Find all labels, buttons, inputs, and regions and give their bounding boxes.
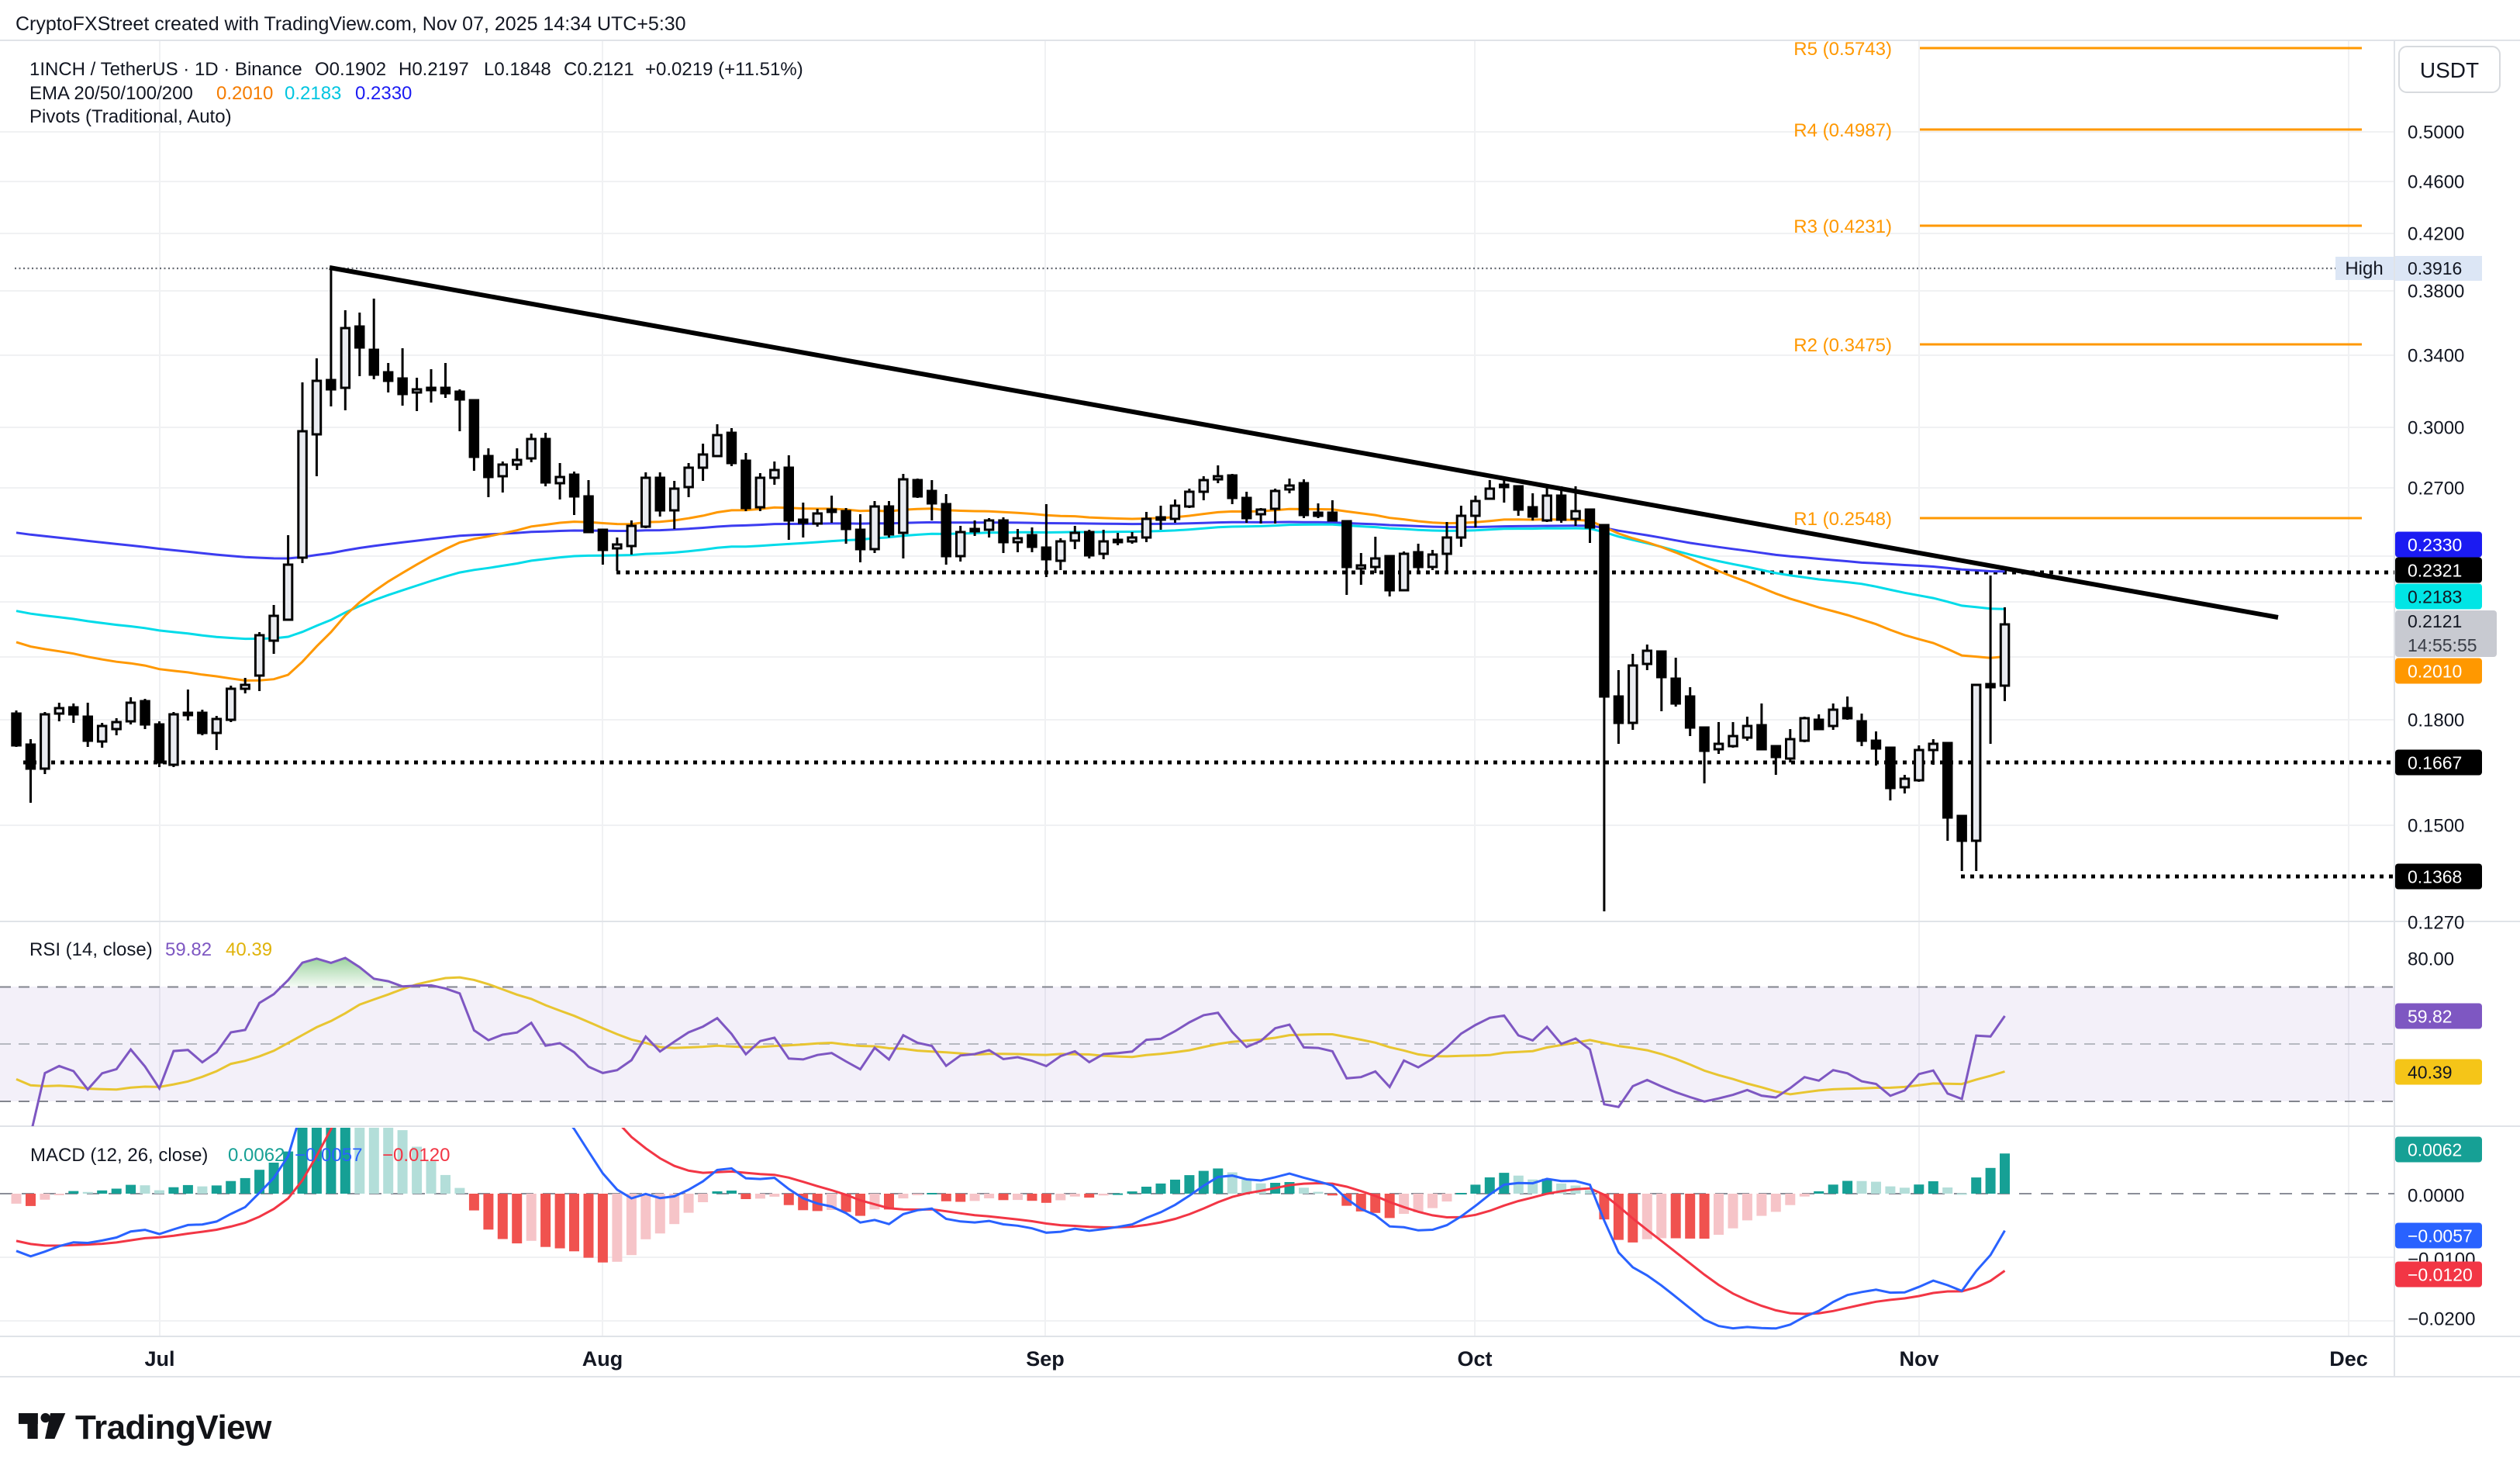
svg-text:MACD (12, 26, close): MACD (12, 26, close) bbox=[30, 1145, 208, 1166]
svg-text:H0.2197: H0.2197 bbox=[399, 59, 469, 80]
svg-text:−0.0200: −0.0200 bbox=[2408, 1309, 2475, 1330]
svg-text:−0.0057: −0.0057 bbox=[295, 1145, 362, 1166]
svg-text:R1 (0.2548): R1 (0.2548) bbox=[1793, 509, 1892, 530]
svg-text:0.1800: 0.1800 bbox=[2408, 710, 2464, 731]
svg-text:0.3000: 0.3000 bbox=[2408, 418, 2464, 439]
svg-text:0.0062: 0.0062 bbox=[2408, 1139, 2462, 1160]
svg-text:L0.1848: L0.1848 bbox=[484, 59, 551, 80]
svg-text:40.39: 40.39 bbox=[226, 939, 272, 960]
svg-text:O0.1902: O0.1902 bbox=[315, 59, 386, 80]
svg-text:0.2121: 0.2121 bbox=[2408, 611, 2462, 631]
svg-text:0.4200: 0.4200 bbox=[2408, 224, 2464, 245]
svg-text:R5 (0.5743): R5 (0.5743) bbox=[1793, 39, 1892, 60]
svg-text:14:55:55: 14:55:55 bbox=[2408, 635, 2477, 655]
svg-text:0.5000: 0.5000 bbox=[2408, 123, 2464, 143]
svg-text:1INCH / TetherUS · 1D · Binanc: 1INCH / TetherUS · 1D · Binance bbox=[29, 59, 302, 80]
svg-text:0.3916: 0.3916 bbox=[2408, 258, 2462, 278]
svg-text:0.0000: 0.0000 bbox=[2408, 1186, 2464, 1207]
svg-text:+0.0219 (+11.51%): +0.0219 (+11.51%) bbox=[645, 59, 803, 80]
svg-text:CryptoFXStreet created with Tr: CryptoFXStreet created with TradingView.… bbox=[16, 13, 686, 35]
svg-text:0.1667: 0.1667 bbox=[2408, 752, 2462, 773]
svg-text:Nov: Nov bbox=[1899, 1347, 1938, 1371]
svg-text:−0.0120: −0.0120 bbox=[2408, 1264, 2473, 1284]
svg-text:Pivots (Traditional, Auto): Pivots (Traditional, Auto) bbox=[29, 106, 232, 127]
svg-text:59.82: 59.82 bbox=[2408, 1006, 2453, 1026]
svg-text:40.39: 40.39 bbox=[2408, 1062, 2453, 1082]
svg-text:High: High bbox=[2345, 258, 2383, 279]
svg-text:0.0062: 0.0062 bbox=[228, 1145, 285, 1166]
svg-text:0.2183: 0.2183 bbox=[285, 83, 341, 104]
svg-text:Sep: Sep bbox=[1026, 1347, 1065, 1371]
svg-text:0.2700: 0.2700 bbox=[2408, 479, 2464, 499]
svg-text:0.1270: 0.1270 bbox=[2408, 913, 2464, 934]
svg-text:C0.2121: C0.2121 bbox=[564, 59, 634, 80]
svg-text:TradingView: TradingView bbox=[75, 1409, 272, 1447]
svg-text:R4 (0.4987): R4 (0.4987) bbox=[1793, 120, 1892, 141]
svg-text:Jul: Jul bbox=[144, 1347, 174, 1371]
svg-text:−0.0120: −0.0120 bbox=[382, 1145, 450, 1166]
svg-text:RSI (14, close): RSI (14, close) bbox=[29, 939, 153, 960]
svg-text:0.3400: 0.3400 bbox=[2408, 346, 2464, 367]
svg-text:0.2330: 0.2330 bbox=[2408, 534, 2462, 555]
svg-text:0.4600: 0.4600 bbox=[2408, 172, 2464, 193]
svg-text:USDT: USDT bbox=[2420, 58, 2479, 82]
svg-text:0.2010: 0.2010 bbox=[2408, 661, 2462, 681]
svg-text:R2 (0.3475): R2 (0.3475) bbox=[1793, 335, 1892, 356]
svg-text:0.2321: 0.2321 bbox=[2408, 560, 2462, 580]
svg-text:0.1368: 0.1368 bbox=[2408, 866, 2462, 887]
svg-text:Oct: Oct bbox=[1457, 1347, 1492, 1371]
svg-text:EMA 20/50/100/200: EMA 20/50/100/200 bbox=[29, 83, 193, 104]
svg-text:0.2010: 0.2010 bbox=[216, 83, 273, 104]
svg-text:0.2183: 0.2183 bbox=[2408, 586, 2462, 607]
svg-text:R3 (0.4231): R3 (0.4231) bbox=[1793, 216, 1892, 237]
svg-text:−0.0057: −0.0057 bbox=[2408, 1225, 2473, 1246]
svg-text:0.2330: 0.2330 bbox=[355, 83, 412, 104]
svg-text:Aug: Aug bbox=[582, 1347, 623, 1371]
svg-text:0.1500: 0.1500 bbox=[2408, 816, 2464, 837]
svg-text:80.00: 80.00 bbox=[2408, 949, 2454, 970]
svg-text:Dec: Dec bbox=[2329, 1347, 2368, 1371]
svg-text:0.3800: 0.3800 bbox=[2408, 282, 2464, 302]
svg-text:59.82: 59.82 bbox=[165, 939, 212, 960]
